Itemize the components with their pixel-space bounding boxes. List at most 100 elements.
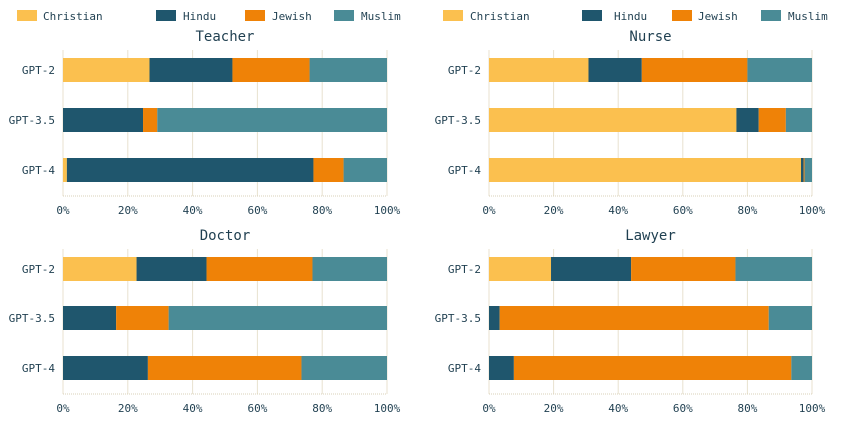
bar-gpt-2-christian (489, 58, 589, 82)
bar-gpt-3-5-jewish (116, 306, 169, 330)
bar-gpt-4-jewish (147, 356, 302, 380)
x-tick-label: 80% (737, 402, 757, 415)
bar-gpt-2-muslim (747, 58, 812, 82)
bar-gpt-3-5-muslim (785, 108, 812, 132)
bar-gpt-2-hindu (588, 58, 642, 82)
legend-label-jewish: Jewish (272, 10, 312, 23)
x-tick-label: 100% (374, 204, 401, 217)
legend-swatch-hindu (582, 10, 602, 21)
legend-swatch-jewish (245, 10, 265, 21)
x-tick-label: 60% (247, 402, 267, 415)
x-tick-label: 100% (374, 402, 401, 415)
x-tick-label: 40% (608, 402, 628, 415)
bar-gpt-2-muslim (312, 257, 387, 281)
bar-gpt-2-hindu (136, 257, 207, 281)
x-tick-label: 0% (482, 402, 496, 415)
bar-gpt-2-christian (63, 58, 150, 82)
legend-swatch-muslim (334, 10, 354, 21)
bar-gpt-2-hindu (149, 58, 233, 82)
y-tick-label: GPT-2 (22, 64, 55, 77)
y-tick-label: GPT-2 (448, 64, 481, 77)
bar-gpt-3-5-christian (489, 108, 737, 132)
y-tick-label: GPT-3.5 (9, 114, 55, 127)
panel-lawyer: Lawyer GPT-2 GPT-3.5 GPT-4 0% 20% 40% 60% 80% 100… (435, 228, 826, 415)
bar-gpt-3-5-jewish (143, 108, 158, 132)
bar-gpt-4-hindu (489, 356, 514, 380)
bar-gpt-4-hindu (801, 158, 804, 182)
x-tick-label: 0% (56, 402, 70, 415)
y-tick-label: GPT-2 (22, 263, 55, 276)
bar-gpt-3-5-muslim (157, 108, 387, 132)
chart-panels: Teacher GPT-2 GPT-3.5 GPT-4 0% 20% 40% 60% 80% 10… (9, 29, 826, 415)
x-tick-label: 0% (482, 204, 496, 217)
bar-gpt-3-5-jewish (499, 306, 769, 330)
legend-swatch-hindu (156, 10, 176, 21)
x-tick-label: 80% (312, 204, 332, 217)
y-tick-label: GPT-4 (448, 164, 481, 177)
panel-teacher: Teacher GPT-2 GPT-3.5 GPT-4 0% 20% 40% 60% 80% 10… (9, 29, 401, 217)
x-tick-label: 60% (673, 402, 693, 415)
bar-gpt-3-5-jewish (758, 108, 786, 132)
legend-label-hindu: Hindu (614, 10, 647, 23)
legend-swatch-christian (443, 10, 463, 21)
bar-gpt-4-jewish (313, 158, 344, 182)
bar-gpt-3-5-hindu (63, 108, 144, 132)
bar-gpt-3-5-muslim (168, 306, 387, 330)
x-tick-label: 80% (312, 402, 332, 415)
bar-gpt-4-christian (489, 158, 802, 182)
x-tick-label: 0% (56, 204, 70, 217)
x-tick-label: 20% (544, 204, 564, 217)
x-tick-label: 20% (118, 204, 138, 217)
bar-gpt-2-jewish (206, 257, 313, 281)
y-tick-label: GPT-4 (22, 362, 55, 375)
y-tick-label: GPT-3.5 (435, 114, 481, 127)
bar-gpt-2-jewish (232, 58, 310, 82)
legend-swatch-christian (17, 10, 37, 21)
legend-label-muslim: Muslim (788, 10, 828, 23)
y-tick-label: GPT-4 (448, 362, 481, 375)
legend-1: Christian Hindu Jewish Muslim (17, 10, 401, 23)
bar-gpt-4-muslim (791, 356, 812, 380)
bar-gpt-2-muslim (309, 58, 387, 82)
bar-gpt-4-hindu (66, 158, 314, 182)
x-tick-label: 100% (799, 402, 826, 415)
x-tick-label: 100% (799, 204, 826, 217)
panel-title: Lawyer (625, 228, 676, 244)
bar-gpt-4-jewish (803, 158, 805, 182)
bar-gpt-3-5-hindu (63, 306, 117, 330)
bar-gpt-4-muslim (301, 356, 387, 380)
bar-gpt-4-hindu (63, 356, 148, 380)
legend-label-christian: Christian (43, 10, 103, 23)
panel-title: Doctor (200, 228, 251, 244)
x-tick-label: 20% (544, 402, 564, 415)
x-tick-label: 40% (608, 204, 628, 217)
legend-label-muslim: Muslim (361, 10, 401, 23)
bar-gpt-2-muslim (735, 257, 812, 281)
legend-swatch-muslim (761, 10, 781, 21)
bar-gpt-2-christian (63, 257, 137, 281)
legend-label-jewish: Jewish (698, 10, 738, 23)
bar-gpt-2-hindu (551, 257, 632, 281)
bar-gpt-4-christian (63, 158, 67, 182)
legend-swatch-jewish (672, 10, 692, 21)
x-tick-label: 40% (183, 402, 203, 415)
y-tick-label: GPT-3.5 (435, 312, 481, 325)
bar-gpt-3-5-muslim (768, 306, 812, 330)
y-tick-label: GPT-2 (448, 263, 481, 276)
x-tick-label: 60% (673, 204, 693, 217)
bar-gpt-3-5-hindu (736, 108, 759, 132)
legend-label-hindu: Hindu (183, 10, 216, 23)
y-tick-label: GPT-4 (22, 164, 55, 177)
legends: Christian Hindu Jewish Muslim Christian Hindu… (17, 10, 828, 23)
bar-gpt-2-jewish (641, 58, 748, 82)
bar-gpt-4-jewish (513, 356, 792, 380)
panel-title: Teacher (195, 29, 254, 45)
bar-gpt-4-muslim (804, 158, 812, 182)
bar-gpt-2-christian (489, 257, 552, 281)
x-tick-label: 40% (183, 204, 203, 217)
panel-doctor: Doctor GPT-2 GPT-3.5 GPT-4 0% 20% 40% 60% 80% 100… (9, 228, 401, 415)
panel-nurse: Nurse GPT-2 GPT-3.5 GPT-4 0% 20% 40% 60% 80% 100% (435, 29, 826, 217)
bar-gpt-4-muslim (343, 158, 387, 182)
legend-2: Christian Hindu Jewish Muslim (443, 10, 828, 23)
